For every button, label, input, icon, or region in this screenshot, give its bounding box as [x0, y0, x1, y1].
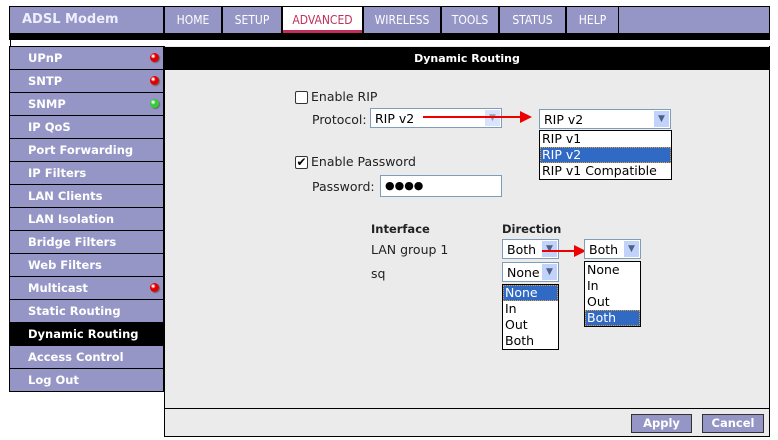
- protocol-select[interactable]: RIP v2 ▼: [370, 108, 502, 128]
- sidebar-item-label: Static Routing: [28, 304, 121, 318]
- option-rip-v2[interactable]: RIP v2: [540, 147, 671, 163]
- direction-value: Both: [507, 242, 537, 257]
- sidebar-item-label: Multicast: [28, 281, 88, 295]
- sidebar-item-static-routing[interactable]: Static Routing: [10, 300, 163, 322]
- sidebar-item-label: Port Forwarding: [28, 143, 134, 157]
- sidebar-item-lan-isolation[interactable]: LAN Isolation: [10, 208, 163, 230]
- direction-select-lan-group-1[interactable]: Both ▼: [502, 239, 559, 259]
- direction-header: Direction: [502, 222, 562, 236]
- status-red-icon: [150, 53, 159, 62]
- sidebar-item-label: LAN Isolation: [28, 212, 115, 226]
- tab-status[interactable]: STATUS: [500, 7, 565, 33]
- chevron-down-icon[interactable]: ▼: [542, 264, 557, 280]
- brand-logo: ADSL Modem: [10, 7, 163, 33]
- header-divider: [9, 33, 770, 40]
- cancel-button[interactable]: Cancel: [702, 414, 764, 433]
- footer-divider: [165, 408, 769, 409]
- protocol-select-open[interactable]: RIP v2 ▼: [539, 109, 671, 129]
- option-in[interactable]: In: [587, 278, 599, 293]
- option-both[interactable]: Both: [505, 333, 535, 348]
- page-title: Dynamic Routing: [165, 47, 769, 70]
- header-filler: [619, 7, 769, 33]
- status-red-icon: [150, 76, 159, 85]
- sidebar-item-log-out[interactable]: Log Out: [10, 369, 163, 391]
- content-panel: [164, 46, 770, 437]
- option-out[interactable]: Out: [587, 294, 610, 309]
- enable-password-checkbox[interactable]: ✔: [295, 155, 308, 169]
- interface-name: sq: [371, 266, 386, 281]
- sidebar-item-dynamic-routing[interactable]: Dynamic Routing: [10, 323, 163, 345]
- sidebar-item-label: IP Filters: [28, 166, 87, 180]
- enable-rip-label: Enable RIP: [311, 89, 378, 104]
- sidebar-item-label: Access Control: [28, 350, 124, 364]
- sidebar-item-label: Bridge Filters: [28, 235, 117, 249]
- option-rip-v1[interactable]: RIP v1: [542, 131, 582, 146]
- direction-value: None: [507, 265, 540, 280]
- direction-select-open[interactable]: Both ▼: [584, 239, 641, 259]
- option-out[interactable]: Out: [505, 317, 528, 332]
- protocol-options: RIP v1 RIP v2 RIP v1 Compatible: [539, 130, 672, 180]
- arrow-head-icon: [574, 245, 586, 257]
- red-arrow: [542, 250, 577, 252]
- sidebar-item-access-control[interactable]: Access Control: [10, 346, 163, 368]
- lan-direction-options: None In Out Both: [584, 261, 641, 327]
- interface-header: Interface: [371, 222, 430, 236]
- sidebar-item-label: UPnP: [28, 51, 63, 65]
- sidebar-item-ip-qos[interactable]: IP QoS: [10, 116, 163, 138]
- tab-wireless[interactable]: WIRELESS: [364, 7, 440, 33]
- enable-rip-checkbox[interactable]: [295, 91, 308, 104]
- sidebar-item-label: Web Filters: [28, 258, 102, 272]
- direction-open-value: Both: [589, 242, 619, 257]
- sidebar-item-web-filters[interactable]: Web Filters: [10, 254, 163, 276]
- apply-button[interactable]: Apply: [631, 414, 692, 433]
- option-both[interactable]: Both: [585, 310, 640, 326]
- sidebar-item-port-forwarding[interactable]: Port Forwarding: [10, 139, 163, 161]
- arrow-head-icon: [520, 111, 532, 123]
- tab-help[interactable]: HELP: [567, 7, 618, 33]
- sidebar-item-label: SNMP: [28, 97, 66, 111]
- sidebar-item-label: SNTP: [28, 74, 63, 88]
- sidebar-item-upnp[interactable]: UPnP: [10, 47, 163, 69]
- sidebar-item-label: Dynamic Routing: [28, 327, 139, 341]
- sidebar-item-bridge-filters[interactable]: Bridge Filters: [10, 231, 163, 253]
- direction-select-sq[interactable]: None ▼: [502, 262, 559, 282]
- sidebar-item-label: IP QoS: [28, 120, 71, 134]
- protocol-value: RIP v2: [375, 111, 415, 126]
- option-none[interactable]: None: [503, 285, 558, 301]
- protocol-open-value: RIP v2: [544, 112, 584, 127]
- password-label: Password:: [312, 179, 375, 194]
- tab-advanced[interactable]: ADVANCED: [283, 7, 362, 33]
- chevron-down-icon[interactable]: ▼: [485, 110, 500, 126]
- option-rip-v1-compatible[interactable]: RIP v1 Compatible: [542, 163, 657, 178]
- sidebar-item-ip-filters[interactable]: IP Filters: [10, 162, 163, 184]
- tab-setup[interactable]: SETUP: [223, 7, 281, 33]
- chevron-down-icon[interactable]: ▼: [624, 241, 639, 257]
- chevron-down-icon[interactable]: ▼: [542, 241, 557, 257]
- status-red-icon: [150, 283, 159, 292]
- sidebar-item-snmp[interactable]: SNMP: [10, 93, 163, 115]
- chevron-down-icon[interactable]: ▼: [654, 111, 669, 127]
- option-in[interactable]: In: [505, 301, 517, 316]
- red-arrow: [423, 116, 523, 118]
- sidebar-item-multicast[interactable]: Multicast: [10, 277, 163, 299]
- tab-home[interactable]: HOME: [165, 7, 221, 33]
- sq-direction-options: None In Out Both: [502, 284, 559, 350]
- protocol-label: Protocol:: [312, 112, 367, 127]
- sidebar-item-label: LAN Clients: [28, 189, 103, 203]
- enable-password-label: Enable Password: [311, 154, 416, 169]
- sidebar-item-lan-clients[interactable]: LAN Clients: [10, 185, 163, 207]
- sidebar: UPnP SNTP SNMP IP QoS Port Forwarding IP Filt…: [9, 46, 164, 392]
- option-none[interactable]: None: [587, 262, 620, 277]
- spacer: [10, 40, 770, 46]
- sidebar-item-label: Log Out: [28, 373, 79, 387]
- interface-name: LAN group 1: [371, 242, 449, 257]
- status-green-icon: [150, 99, 159, 108]
- sidebar-item-sntp[interactable]: SNTP: [10, 70, 163, 92]
- tab-tools[interactable]: TOOLS: [442, 7, 498, 33]
- password-input[interactable]: ●●●●: [380, 175, 502, 197]
